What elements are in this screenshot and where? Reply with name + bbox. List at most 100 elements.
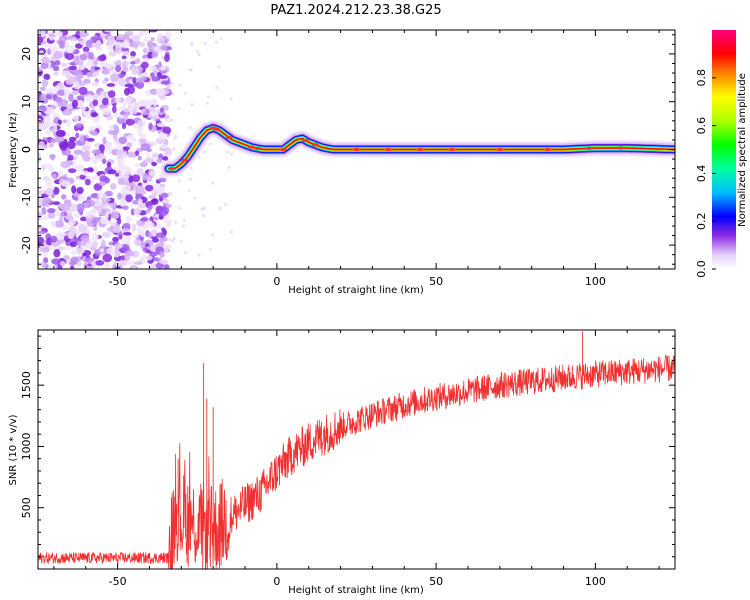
noise-blob: [162, 199, 171, 204]
noise-blob: [133, 234, 139, 239]
noise-blob: [58, 141, 69, 149]
noise-blob: [45, 88, 55, 94]
noise-blob: [80, 170, 89, 176]
noise-blob: [40, 216, 49, 221]
noise-blob: [82, 154, 91, 162]
noise-blob: [89, 130, 98, 136]
noise-blob: [110, 183, 117, 190]
noise-blob: [51, 258, 61, 265]
noise-blob: [104, 191, 113, 197]
noise-blob: [155, 87, 165, 97]
noise-blob: [68, 94, 74, 102]
noise-blob: [86, 242, 93, 249]
noise-blob: [75, 30, 82, 39]
noise-blob: [144, 220, 153, 225]
noise-blob: [211, 233, 215, 237]
noise-blob: [86, 59, 94, 68]
noise-blob: [168, 42, 172, 46]
noise-blob: [148, 65, 158, 71]
noise-blob: [168, 238, 172, 242]
noise-blob: [38, 262, 42, 268]
noise-blob: [151, 98, 157, 103]
noise-blob: [122, 205, 129, 211]
noise-blob: [75, 203, 85, 212]
snr-panel: -50 0 50 100 500 1000 1500 Height of straight …: [8, 329, 676, 596]
noise-blob: [156, 36, 166, 44]
noise-blob: [104, 77, 109, 82]
noise-blob: [122, 66, 129, 73]
colorbar-tick-label: 0.6: [695, 117, 708, 135]
noise-blob: [44, 177, 53, 187]
noise-blob: [202, 214, 206, 218]
noise-blob: [151, 51, 158, 58]
colorbar-gradient: [712, 30, 736, 269]
noise-blob: [163, 264, 170, 269]
noise-blob: [125, 233, 131, 242]
noise-blob: [102, 136, 107, 145]
noise-blob: [115, 64, 122, 73]
noise-blob: [77, 99, 85, 107]
noise-blob: [48, 143, 54, 148]
ridge-hotspot: [212, 127, 220, 131]
noise-blob: [94, 260, 105, 266]
noise-blob: [112, 212, 119, 219]
noise-blob: [65, 78, 75, 85]
noise-blob: [104, 141, 113, 148]
noise-blob: [114, 45, 122, 54]
noise-blob: [84, 178, 91, 186]
ridge-hotspot: [416, 147, 424, 152]
noise-blob: [71, 185, 77, 194]
noise-blob: [41, 206, 47, 215]
noise-blob: [208, 142, 212, 146]
spectrogram-xlabel: Height of straight line (km): [288, 285, 424, 296]
noise-blob: [103, 111, 112, 116]
noise-blob: [139, 41, 146, 48]
noise-blob: [76, 260, 82, 267]
noise-blob: [148, 122, 153, 130]
noise-blob: [159, 66, 167, 71]
ridge-hotspot: [181, 158, 189, 162]
noise-blob: [107, 45, 113, 51]
noise-blob: [81, 239, 87, 247]
noise-blob: [93, 202, 101, 207]
ridge-hotspot: [302, 138, 310, 143]
noise-blob: [118, 114, 125, 119]
noise-blob: [73, 149, 84, 155]
noise-blob: [45, 187, 54, 196]
noise-blob: [184, 251, 188, 255]
noise-blob: [63, 199, 72, 206]
noise-blob: [39, 86, 46, 91]
noise-blob: [82, 46, 90, 53]
noise-blob: [65, 52, 75, 61]
noise-blob: [119, 198, 125, 208]
noise-blob: [142, 173, 149, 181]
noise-blob: [150, 72, 155, 79]
noise-blob: [54, 59, 61, 66]
noise-blob: [123, 87, 130, 96]
noise-blob: [55, 129, 66, 138]
noise-blob: [92, 166, 99, 175]
noise-blob: [38, 141, 45, 149]
noise-blob: [227, 165, 231, 169]
noise-blob: [134, 66, 139, 75]
noise-blob: [104, 262, 111, 269]
noise-blob: [47, 211, 56, 219]
noise-blob: [181, 224, 185, 228]
noise-blob: [67, 231, 75, 240]
noise-blob: [125, 215, 132, 223]
noise-blob: [160, 192, 169, 199]
noise-blob: [123, 166, 133, 175]
noise-blob: [108, 125, 114, 131]
noise-blob: [55, 96, 63, 103]
noise-blob: [67, 154, 74, 161]
noise-blob: [75, 132, 80, 139]
noise-blob: [159, 95, 167, 101]
noise-blob: [40, 93, 47, 101]
noise-blob: [53, 249, 61, 258]
spectrogram-ytick-label: 0: [20, 146, 33, 153]
noise-blob: [57, 119, 62, 125]
noise-blob: [118, 136, 128, 145]
noise-blob: [219, 36, 223, 40]
noise-blob: [135, 150, 140, 156]
